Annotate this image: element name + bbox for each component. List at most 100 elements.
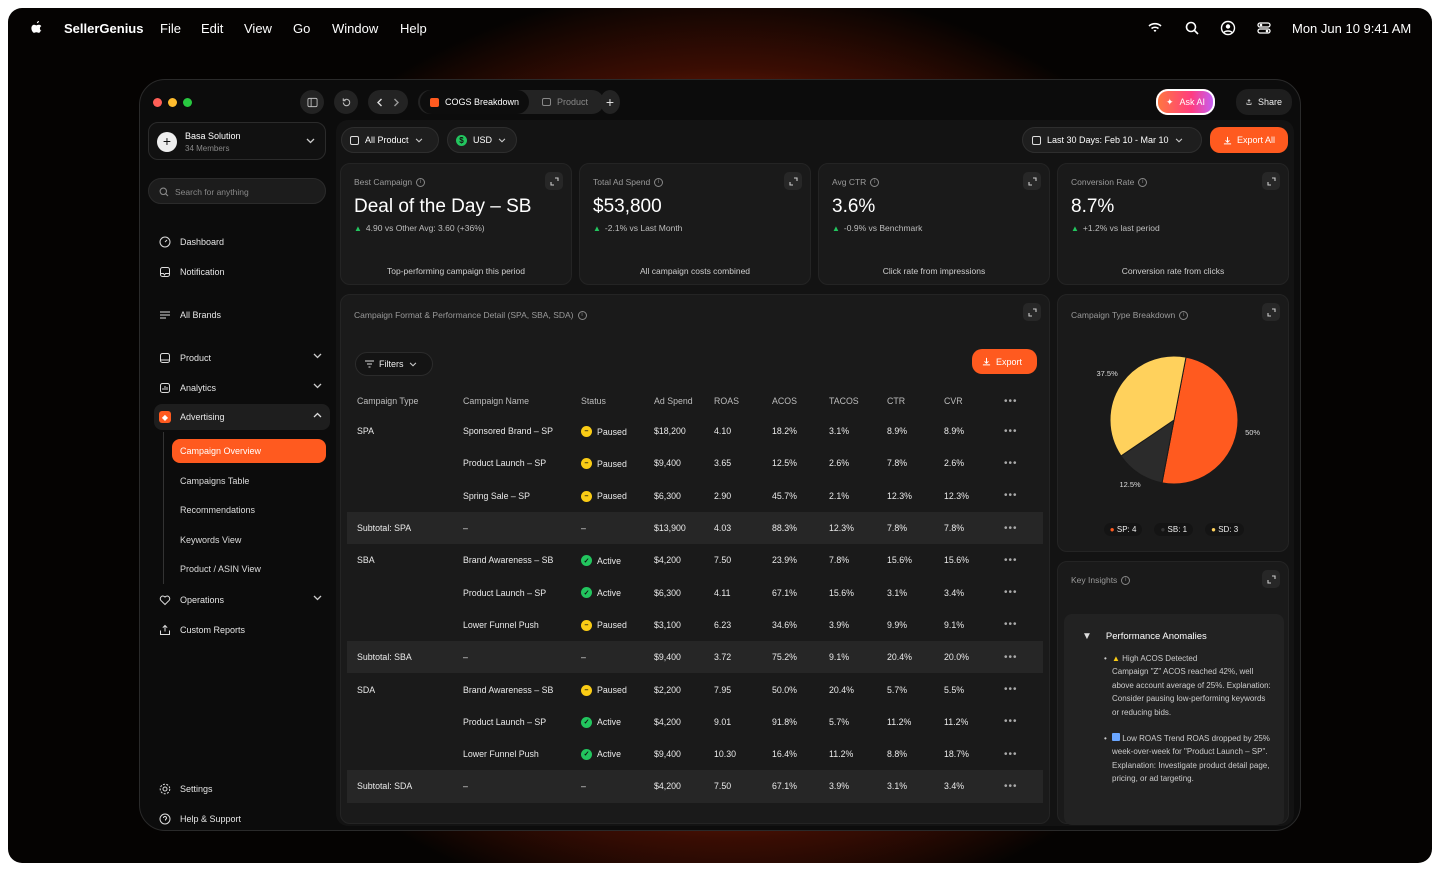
sidebar-item-settings[interactable]: Settings — [154, 776, 330, 802]
row-menu-button[interactable]: ••• — [1004, 490, 1018, 502]
slice-sp[interactable] — [1161, 356, 1239, 485]
subtotal-row[interactable]: Subtotal: SDA – – $4,200 7.50 67.1% 3.9% 3.1% 3.… — [347, 770, 1043, 803]
tab-cogs-breakdown[interactable]: COGS Breakdown — [420, 90, 530, 114]
row-menu-button[interactable]: ••• — [1004, 425, 1018, 437]
subtotal-row[interactable]: Subtotal: SBA – – $9,400 3.72 75.2% 9.1% 20.4% 2… — [347, 641, 1043, 674]
row-menu-button[interactable]: ••• — [1004, 554, 1018, 566]
col-ctr[interactable]: CTR — [887, 396, 906, 406]
sidebar-item-operations[interactable]: Operations — [154, 587, 330, 613]
sidebar-item-custom-reports[interactable]: Custom Reports — [154, 617, 330, 643]
info-icon[interactable]: i — [870, 177, 880, 187]
minimize-window-button[interactable] — [168, 98, 177, 107]
menu-window[interactable]: Window — [332, 21, 379, 36]
control-center-icon[interactable] — [1256, 20, 1272, 36]
row-menu-button[interactable]: ••• — [1004, 684, 1018, 696]
sidebar-item-analytics[interactable]: Analytics — [154, 375, 330, 401]
table-row[interactable]: Product Launch – SP ✓ Active $4,200 9.01 91.8… — [347, 706, 1043, 738]
table-row[interactable]: Spring Sale – SP – Paused $6,300 2.90 45.7% 2.… — [347, 480, 1043, 512]
menu-view[interactable]: View — [244, 21, 272, 36]
slice-sd[interactable] — [1109, 355, 1187, 457]
expand-button[interactable] — [545, 172, 563, 190]
refresh-button[interactable] — [334, 90, 358, 114]
info-icon[interactable]: i — [1179, 310, 1189, 320]
menu-edit[interactable]: Edit — [201, 21, 224, 36]
row-menu-button[interactable]: ••• — [1004, 511, 1043, 545]
table-row[interactable]: SDA Brand Awareness – SB – Paused $2,200 7.95… — [347, 673, 1043, 705]
row-menu-button[interactable]: ••• — [1004, 619, 1018, 631]
info-icon[interactable]: i — [654, 177, 664, 187]
col-campaign-name[interactable]: Campaign Name — [463, 396, 530, 406]
subtotal-row[interactable]: Subtotal: SPA – – $13,900 4.03 88.3% 12.3% 7.8%… — [347, 511, 1043, 545]
row-menu-button[interactable]: ••• — [1004, 457, 1018, 469]
table-row[interactable]: Lower Funnel Push ✓ Active $9,400 10.30 16.4%… — [347, 738, 1043, 770]
sidebar-item-all-brands[interactable]: All Brands — [154, 302, 330, 328]
app-name-menu[interactable]: SellerGenius — [64, 21, 144, 36]
new-tab-button[interactable]: + — [600, 90, 620, 114]
sidebar-item-dashboard[interactable]: Dashboard — [154, 229, 330, 255]
close-window-button[interactable] — [153, 98, 162, 107]
table-row[interactable]: Product Launch – SP ✓ Active $6,300 4.11 67.1… — [347, 576, 1043, 608]
currency-filter[interactable]: $ USD — [447, 127, 517, 153]
sidebar-subitem-product-asin-view[interactable]: Product / ASIN View — [180, 564, 261, 574]
info-icon[interactable]: i — [1121, 575, 1131, 585]
row-menu-button[interactable]: ••• — [1004, 748, 1018, 760]
legend-item-sp[interactable]: ● SP: 4 — [1103, 523, 1143, 536]
search-icon[interactable] — [1184, 20, 1200, 36]
menu-help[interactable]: Help — [400, 21, 427, 36]
export-button[interactable]: Export — [972, 349, 1037, 374]
col-campaign-type[interactable]: Campaign Type — [357, 396, 419, 406]
row-menu-button[interactable]: ••• — [1004, 770, 1043, 803]
sidebar-toggle-button[interactable] — [300, 90, 324, 114]
anomalies-header[interactable]: ▼ Performance Anomalies — [1082, 631, 1207, 642]
sidebar-subitem-keywords-view[interactable]: Keywords View — [180, 535, 242, 545]
sidebar-subitem-campaigns-table[interactable]: Campaigns Table — [180, 476, 250, 486]
expand-button[interactable] — [784, 172, 802, 190]
col-acos[interactable]: ACOS — [772, 396, 797, 406]
user-icon[interactable] — [1220, 20, 1236, 36]
product-filter[interactable]: All Product — [341, 127, 439, 153]
sidebar-subitem-campaign-overview[interactable]: Campaign Overview — [172, 439, 326, 463]
zoom-window-button[interactable] — [183, 98, 192, 107]
org-switcher[interactable]: + Basa Solution 34 Members — [148, 122, 326, 160]
table-row[interactable]: SBA Brand Awareness – SB ✓ Active $4,200 7.50… — [347, 544, 1043, 576]
table-row[interactable]: SPA Sponsored Brand – SP – Paused $18,200 4.1… — [347, 415, 1043, 447]
col-tacos[interactable]: TACOS — [829, 396, 859, 406]
column-menu-button[interactable]: ••• — [1004, 395, 1018, 407]
menu-file[interactable]: File — [160, 21, 181, 36]
info-icon[interactable]: i — [577, 310, 587, 320]
tab-product[interactable]: Product — [532, 90, 598, 114]
expand-button[interactable] — [1023, 303, 1041, 321]
expand-button[interactable] — [1262, 172, 1280, 190]
sidebar-item-product[interactable]: Product — [154, 345, 330, 371]
sidebar-item-notification[interactable]: Notification — [154, 259, 330, 285]
row-menu-button[interactable]: ••• — [1004, 641, 1043, 674]
row-menu-button[interactable]: ••• — [1004, 716, 1018, 728]
sidebar-item-advertising[interactable]: ◆ Advertising — [154, 404, 330, 430]
forward-icon[interactable] — [392, 98, 400, 107]
ask-ai-button[interactable]: ✦ Ask AI — [1156, 89, 1216, 115]
sidebar-item-help-support[interactable]: Help & Support — [154, 806, 330, 830]
col-cvr[interactable]: CVR — [944, 396, 963, 406]
filters-button[interactable]: Filters — [355, 352, 433, 376]
legend-item-sd[interactable]: ● SD: 3 — [1205, 523, 1245, 536]
sidebar-subitem-recommendations[interactable]: Recommendations — [180, 505, 256, 515]
apple-icon[interactable] — [28, 19, 44, 35]
menu-go[interactable]: Go — [293, 21, 311, 36]
back-icon[interactable] — [376, 98, 384, 107]
wifi-icon[interactable] — [1147, 20, 1163, 36]
table-row[interactable]: Product Launch – SP – Paused $9,400 3.65 12.5… — [347, 447, 1043, 479]
row-menu-button[interactable]: ••• — [1004, 587, 1018, 599]
table-row[interactable]: Lower Funnel Push – Paused $3,100 6.23 34.6% 3… — [347, 609, 1043, 641]
share-button[interactable]: Share — [1236, 89, 1292, 115]
info-icon[interactable]: i — [416, 177, 426, 187]
info-icon[interactable]: i — [1138, 177, 1148, 187]
expand-button[interactable] — [1262, 303, 1280, 321]
expand-button[interactable] — [1023, 172, 1041, 190]
date-range-picker[interactable]: Last 30 Days: Feb 10 - Mar 10 — [1022, 127, 1202, 153]
export-all-button[interactable]: Export All — [1210, 127, 1288, 153]
expand-button[interactable] — [1262, 570, 1280, 588]
col-roas[interactable]: ROAS — [714, 396, 739, 406]
search-input[interactable]: Search for anything — [148, 178, 326, 204]
legend-item-sb[interactable]: ● SB: 1 — [1154, 523, 1194, 536]
col-status[interactable]: Status — [581, 396, 606, 406]
